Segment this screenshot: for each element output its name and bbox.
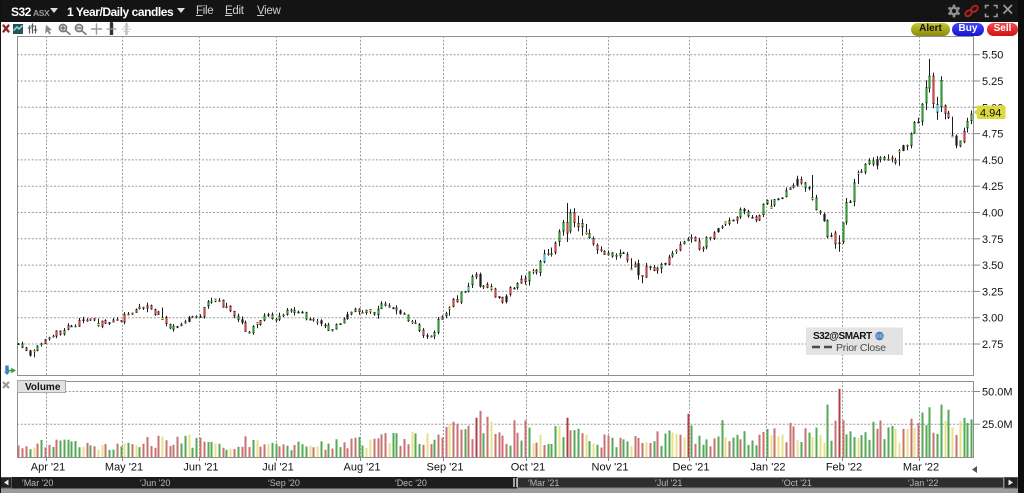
svg-text:′Jun '20: ′Jun '20 (140, 478, 170, 488)
svg-text:Apr '21: Apr '21 (31, 462, 66, 474)
svg-text:′Jul '21: ′Jul '21 (655, 478, 682, 488)
svg-text:Mar '22: Mar '22 (903, 462, 939, 474)
svg-text:50.0M: 50.0M (982, 387, 1013, 399)
svg-text:′Oct '21: ′Oct '21 (782, 478, 812, 488)
svg-text:May '21: May '21 (105, 462, 143, 474)
svg-text:3.50: 3.50 (982, 260, 1003, 272)
svg-text:Jan '22: Jan '22 (750, 462, 785, 474)
svg-text:Dec '21: Dec '21 (673, 462, 710, 474)
svg-text:′Sep '20: ′Sep '20 (268, 478, 300, 488)
svg-text:4.50: 4.50 (982, 155, 1003, 167)
svg-text:Sep '21: Sep '21 (427, 462, 464, 474)
svg-text:3.25: 3.25 (982, 286, 1003, 298)
svg-text:4.75: 4.75 (982, 129, 1003, 141)
svg-text:5.25: 5.25 (982, 76, 1003, 88)
svg-text:Oct '21: Oct '21 (511, 462, 546, 474)
svg-text:S32@SMART: S32@SMART (813, 331, 872, 342)
svg-text:Prior Close: Prior Close (836, 342, 886, 354)
svg-text:′Jan '22: ′Jan '22 (908, 478, 938, 488)
svg-text:3.75: 3.75 (982, 234, 1003, 246)
svg-text:Aug '21: Aug '21 (344, 462, 381, 474)
svg-text:5.50: 5.50 (982, 50, 1003, 62)
svg-text:′Mar '21: ′Mar '21 (528, 478, 559, 488)
svg-text:′Dec '20: ′Dec '20 (395, 478, 427, 488)
svg-text:Jul '21: Jul '21 (262, 462, 293, 474)
svg-text:′Mar '20: ′Mar '20 (22, 478, 53, 488)
svg-text:Jun '21: Jun '21 (183, 462, 218, 474)
svg-text:Nov '21: Nov '21 (592, 462, 629, 474)
svg-text:Feb '22: Feb '22 (826, 462, 862, 474)
svg-text:4.94: 4.94 (980, 108, 1001, 120)
svg-text:4.25: 4.25 (982, 181, 1003, 193)
svg-text:Volume: Volume (25, 382, 61, 393)
svg-text:25.0M: 25.0M (982, 419, 1013, 431)
svg-text:2.75: 2.75 (982, 339, 1003, 351)
svg-text:3.00: 3.00 (982, 313, 1003, 325)
svg-text:4.00: 4.00 (982, 208, 1003, 220)
